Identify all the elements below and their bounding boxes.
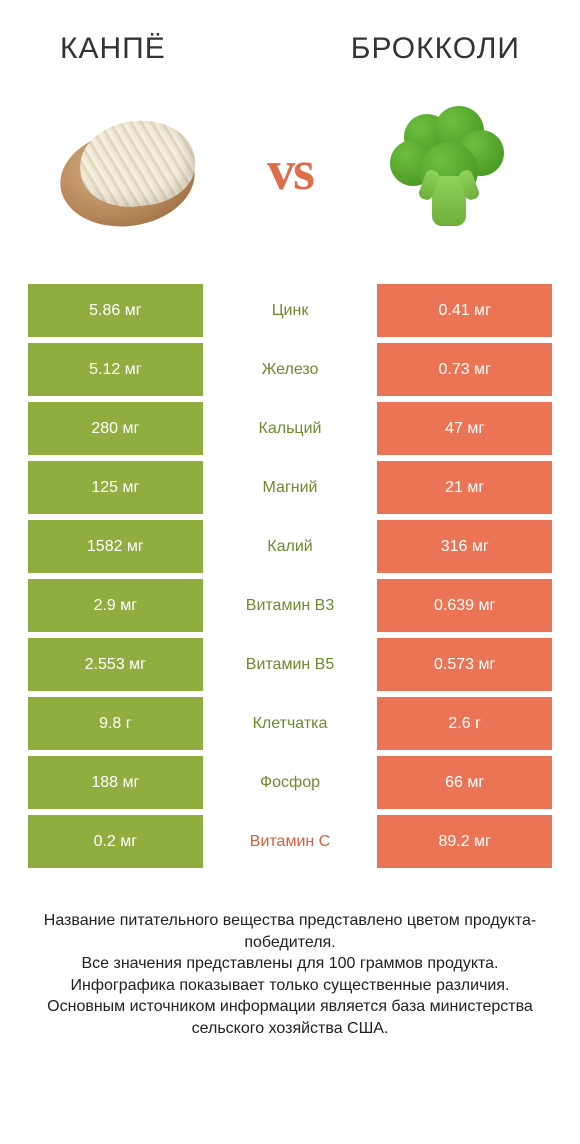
right-value: 0.639 мг (377, 579, 552, 632)
table-row: 0.2 мгВитамин C89.2 мг (28, 815, 552, 868)
header: КАНПЁ БРОККОЛИ (0, 0, 580, 86)
footer-line: Инфографика показывает только существенн… (30, 975, 550, 997)
table-row: 2.553 мгВитамин B50.573 мг (28, 638, 552, 691)
table-row: 280 мгКальций47 мг (28, 402, 552, 455)
left-value: 125 мг (28, 461, 203, 514)
nutrient-label: Магний (203, 461, 378, 514)
broccoli-icon (380, 106, 510, 236)
left-value: 280 мг (28, 402, 203, 455)
table-row: 125 мгМагний21 мг (28, 461, 552, 514)
right-value: 316 мг (377, 520, 552, 573)
left-value: 1582 мг (28, 520, 203, 573)
right-value: 0.41 мг (377, 284, 552, 337)
nutrient-label: Цинк (203, 284, 378, 337)
left-value: 188 мг (28, 756, 203, 809)
footer-line: Все значения представлены для 100 граммо… (30, 953, 550, 975)
table-row: 5.12 мгЖелезо0.73 мг (28, 343, 552, 396)
footer-line: Название питательного вещества представл… (30, 910, 550, 953)
left-value: 2.9 мг (28, 579, 203, 632)
table-row: 5.86 мгЦинк0.41 мг (28, 284, 552, 337)
left-product-title: КАНПЁ (60, 32, 166, 66)
right-value: 2.6 г (377, 697, 552, 750)
right-value: 89.2 мг (377, 815, 552, 868)
left-value: 5.12 мг (28, 343, 203, 396)
nutrient-label: Клетчатка (203, 697, 378, 750)
nutrient-label: Витамин B5 (203, 638, 378, 691)
left-product-image (50, 101, 220, 241)
kanpyo-icon (60, 116, 210, 226)
nutrient-label: Кальций (203, 402, 378, 455)
nutrient-label: Калий (203, 520, 378, 573)
right-value: 47 мг (377, 402, 552, 455)
right-value: 66 мг (377, 756, 552, 809)
nutrient-label: Витамин C (203, 815, 378, 868)
left-value: 5.86 мг (28, 284, 203, 337)
vs-label: vs (267, 139, 313, 203)
table-row: 1582 мгКалий316 мг (28, 520, 552, 573)
hero-row: vs (0, 86, 580, 276)
left-value: 2.553 мг (28, 638, 203, 691)
footer-note: Название питательного вещества представл… (0, 874, 580, 1040)
left-value: 0.2 мг (28, 815, 203, 868)
right-value: 0.573 мг (377, 638, 552, 691)
right-value: 21 мг (377, 461, 552, 514)
table-row: 9.8 гКлетчатка2.6 г (28, 697, 552, 750)
table-row: 188 мгФосфор66 мг (28, 756, 552, 809)
right-product-image (360, 101, 530, 241)
nutrient-label: Фосфор (203, 756, 378, 809)
footer-line: Основным источником информации является … (30, 996, 550, 1039)
nutrient-label: Витамин B3 (203, 579, 378, 632)
left-value: 9.8 г (28, 697, 203, 750)
table-row: 2.9 мгВитамин B30.639 мг (28, 579, 552, 632)
right-product-title: БРОККОЛИ (351, 32, 520, 66)
right-value: 0.73 мг (377, 343, 552, 396)
nutrient-label: Железо (203, 343, 378, 396)
comparison-table: 5.86 мгЦинк0.41 мг 5.12 мгЖелезо0.73 мг 28… (0, 276, 580, 868)
